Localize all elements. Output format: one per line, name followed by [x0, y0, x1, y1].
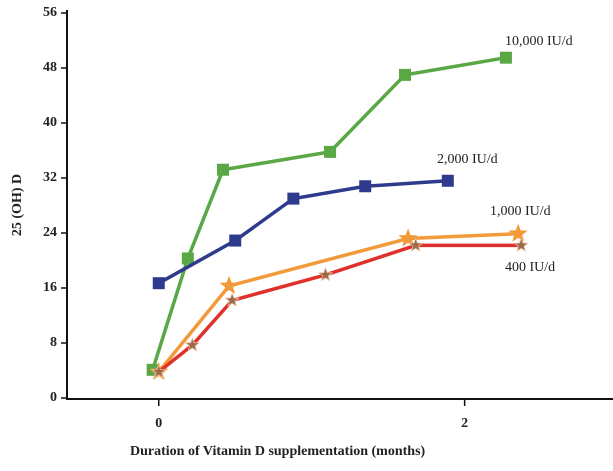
marker [324, 145, 337, 158]
marker [398, 228, 418, 247]
x-axis-title: Duration of Vitamin D supplementation (m… [130, 444, 426, 459]
marker [407, 237, 424, 252]
marker [151, 363, 167, 379]
y-tick-label: 24 [43, 225, 57, 240]
y-axis-title: 25 (OH) D [10, 174, 25, 236]
marker [184, 336, 201, 352]
x-tick-label: 0 [155, 416, 162, 431]
marker [229, 234, 242, 247]
marker [513, 237, 529, 252]
series-line [157, 231, 519, 373]
marker [499, 51, 512, 64]
y-tick-label: 16 [43, 280, 57, 295]
marker [217, 163, 229, 176]
y-tick-label: 56 [43, 5, 57, 20]
marker [359, 180, 372, 193]
marker [152, 277, 165, 290]
series-label: 2,000 IU/d [437, 152, 498, 167]
series-label: 1,000 IU/d [490, 204, 551, 219]
marker [441, 174, 454, 187]
series-label: 10,000 IU/d [505, 34, 573, 49]
y-tick-label: 40 [43, 115, 57, 130]
marker [181, 252, 194, 265]
y-tick-label: 8 [50, 335, 57, 350]
y-tick-label: 48 [43, 60, 57, 75]
marker [508, 223, 528, 242]
y-tick-label: 32 [43, 170, 57, 185]
marker [317, 266, 334, 282]
series-line [157, 243, 522, 374]
series-label: 400 IU/d [505, 260, 555, 275]
marker [219, 275, 239, 294]
y-tick-label: 0 [50, 390, 57, 405]
series-line [150, 55, 507, 371]
marker [399, 68, 411, 81]
marker [287, 192, 300, 205]
marker [224, 292, 240, 307]
x-tick-label: 2 [461, 416, 468, 431]
